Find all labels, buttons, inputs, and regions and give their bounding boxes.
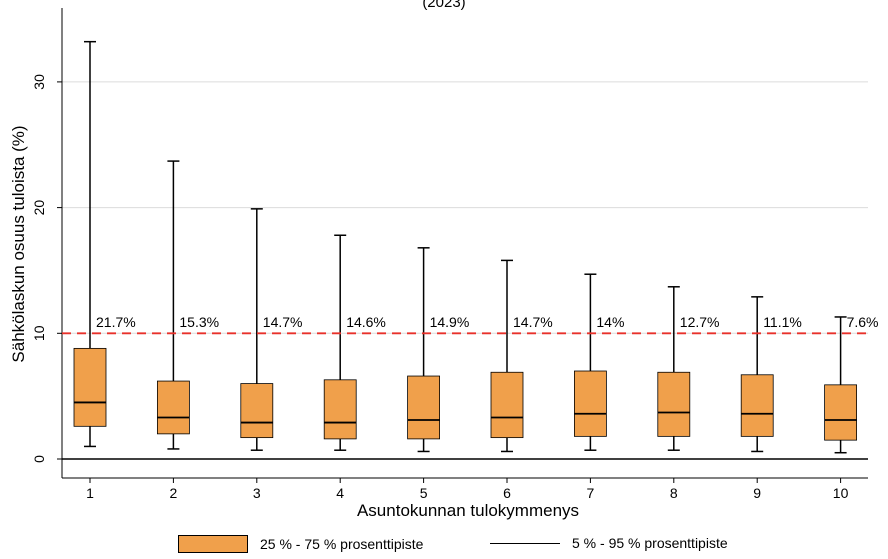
x-tick-label: 1 <box>86 485 94 501</box>
x-tick-label: 5 <box>420 485 428 501</box>
x-tick-label: 9 <box>753 485 761 501</box>
y-tick-label: 30 <box>31 74 47 90</box>
x-tick-label: 6 <box>503 485 511 501</box>
box-iqr <box>323 379 357 440</box>
chart-title: (2023) <box>422 0 466 11</box>
box-iqr <box>490 371 524 439</box>
box-iqr <box>407 375 441 440</box>
x-tick-label: 8 <box>670 485 678 501</box>
share-above-10-label: 14.6% <box>346 314 386 330</box>
y-tick-label: 0 <box>31 455 47 463</box>
legend-whisker-swatch <box>490 542 560 544</box>
share-above-10-label: 14.7% <box>513 314 553 330</box>
box-iqr <box>240 383 274 439</box>
box-iqr <box>824 384 857 441</box>
box-iqr <box>574 370 607 437</box>
x-tick-label: 3 <box>253 485 261 501</box>
y-axis-title: Sähkölaskun osuus tuloista (%) <box>9 125 28 362</box>
legend-box-label: 25 % - 75 % prosenttipiste <box>260 536 424 552</box>
share-above-10-label: 15.3% <box>179 314 219 330</box>
x-tick-label: 2 <box>170 485 178 501</box>
share-above-10-label: 14% <box>596 314 624 330</box>
legend-box-swatch <box>178 535 248 553</box>
chart-legend: 25 % - 75 % prosenttipiste 5 % - 95 % pr… <box>0 535 888 557</box>
share-above-10-label: 7.6% <box>847 314 879 330</box>
box-iqr <box>156 380 190 435</box>
legend-item-whisker: 5 % - 95 % prosenttipiste <box>490 535 728 551</box>
share-above-10-label: 14.7% <box>263 314 303 330</box>
x-tick-label: 4 <box>336 485 344 501</box>
x-tick-label: 10 <box>833 485 849 501</box>
share-above-10-label: 14.9% <box>430 314 470 330</box>
y-tick-label: 10 <box>31 325 47 341</box>
share-above-10-label: 11.1% <box>763 314 802 330</box>
share-above-10-label: 12.7% <box>680 314 720 330</box>
box-iqr <box>657 371 691 437</box>
y-tick-label: 20 <box>31 200 47 216</box>
box-plot-chart: 0 10 20 30 Sähkölaskun osuus tuloista (%) 1 2 3… <box>9 8 879 520</box>
x-axis-title: Asuntokunnan tulokymmenys <box>357 501 579 520</box>
share-above-10-label: 21.7% <box>96 314 136 330</box>
box-iqr <box>73 347 107 427</box>
legend-item-box: 25 % - 75 % prosenttipiste <box>178 535 423 553</box>
box-iqr <box>740 374 774 437</box>
legend-whisker-label: 5 % - 95 % prosenttipiste <box>572 535 728 551</box>
x-tick-label: 7 <box>587 485 595 501</box>
